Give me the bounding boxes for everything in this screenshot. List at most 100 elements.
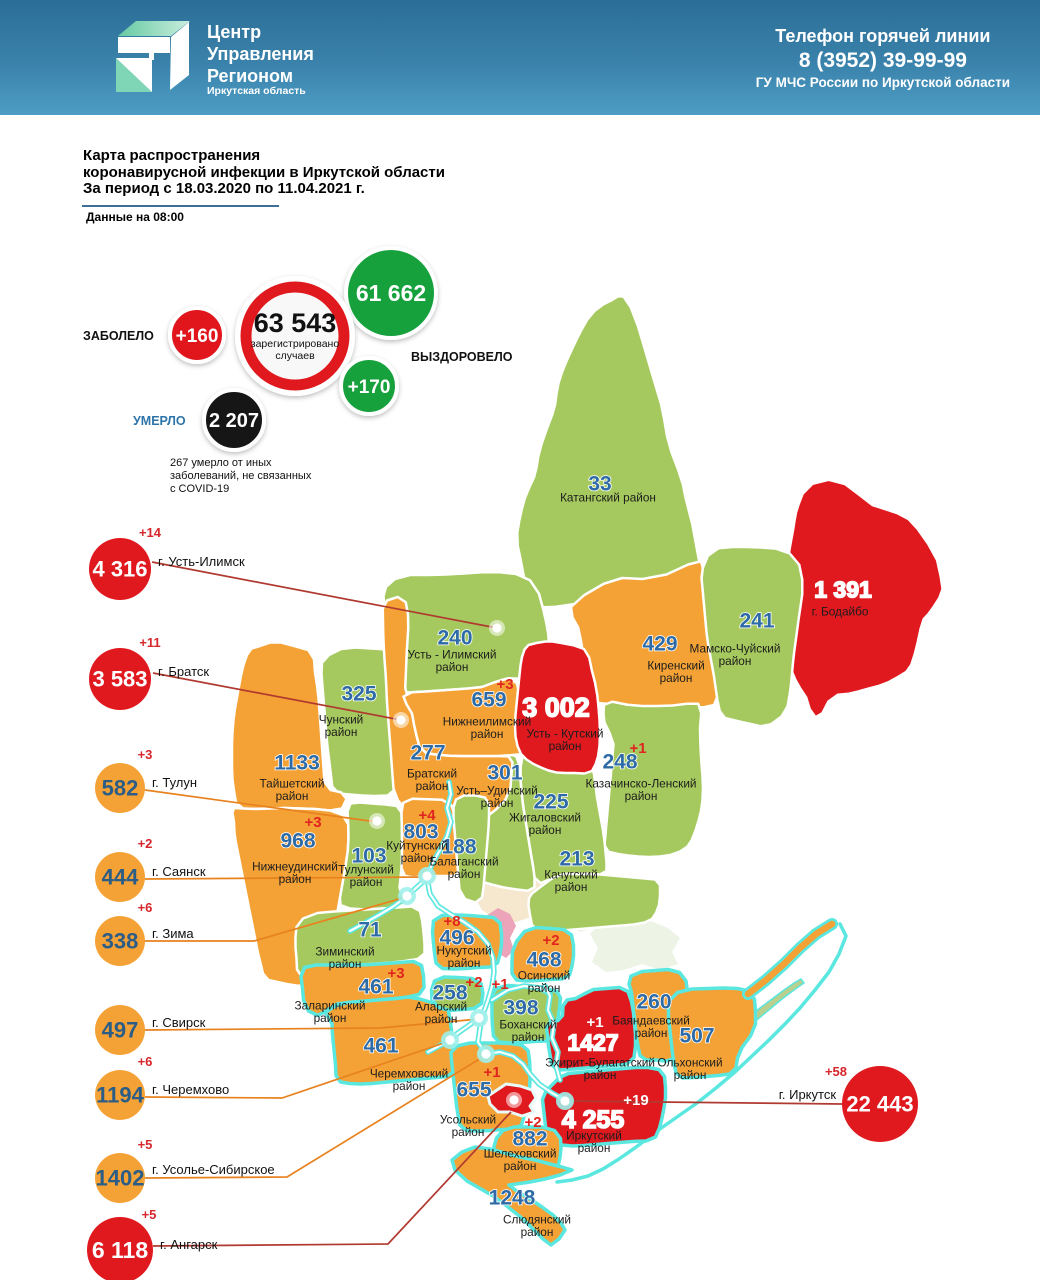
svg-text:г. Бодайбо: г. Бодайбо [812, 605, 869, 619]
svg-text:район: район [512, 1030, 545, 1044]
svg-text:район: район [448, 867, 481, 881]
svg-text:+6: +6 [138, 900, 153, 915]
svg-text:район: район [448, 956, 481, 970]
svg-text:Мамско-Чуйский: Мамско-Чуйский [690, 642, 781, 656]
svg-text:+58: +58 [825, 1064, 847, 1079]
svg-text:Жигаловский: Жигаловский [509, 811, 581, 825]
svg-text:22 443: 22 443 [846, 1091, 913, 1116]
svg-text:61 662: 61 662 [356, 280, 426, 306]
svg-text:Боханский: Боханский [499, 1018, 556, 1032]
svg-text:+3: +3 [304, 814, 321, 831]
svg-text:Катангский район: Катангский район [560, 491, 656, 505]
svg-text:Черемховский: Черемховский [370, 1067, 448, 1081]
svg-text:с COVID-19: с COVID-19 [170, 483, 229, 495]
svg-text:г. Ангарск: г. Ангарск [160, 1237, 218, 1252]
svg-text:Баяндаевский: Баяндаевский [612, 1014, 690, 1028]
svg-text:район: район [314, 1011, 347, 1025]
svg-text:Эхирит-Булагатский: Эхирит-Булагатский [545, 1056, 655, 1070]
svg-text:заболеваний, не связанных: заболеваний, не связанных [170, 470, 312, 482]
svg-text:1427: 1427 [567, 1029, 618, 1055]
svg-text:+1: +1 [491, 976, 508, 993]
svg-text:г. Братск: г. Братск [158, 664, 209, 679]
svg-text:Усольский: Усольский [440, 1113, 496, 1127]
svg-text:г. Саянск: г. Саянск [152, 864, 206, 879]
svg-text:район: район [416, 779, 449, 793]
svg-text:г. Усолье-Сибирское: г. Усолье-Сибирское [152, 1162, 275, 1177]
svg-text:507: 507 [679, 1025, 714, 1048]
svg-text:+4: +4 [418, 807, 436, 824]
svg-text:338: 338 [102, 928, 139, 953]
svg-text:+5: +5 [138, 1137, 153, 1152]
svg-text:район: район [276, 789, 309, 803]
svg-text:882: 882 [512, 1128, 547, 1151]
svg-text:район: район [578, 1141, 611, 1155]
svg-text:301: 301 [487, 762, 522, 785]
svg-text:ВЫЗДОРОВЕЛО: ВЫЗДОРОВЕЛО [411, 350, 513, 364]
svg-text:Нукутский: Нукутский [436, 944, 491, 958]
svg-text:659: 659 [471, 689, 506, 712]
svg-text:случаев: случаев [275, 350, 315, 362]
svg-text:Слюдянский: Слюдянский [503, 1213, 571, 1227]
svg-text:г. Усть-Илимск: г. Усть-Илимск [158, 554, 245, 569]
svg-text:г. Зима: г. Зима [152, 926, 194, 941]
svg-text:район: район [521, 1225, 554, 1239]
svg-text:Нижнеудинский: Нижнеудинский [252, 860, 338, 874]
svg-text:225: 225 [533, 791, 568, 814]
svg-text:968: 968 [280, 830, 315, 853]
svg-text:Усть - Кутский: Усть - Кутский [527, 727, 604, 741]
svg-text:г. Свирск: г. Свирск [152, 1015, 206, 1030]
svg-text:+170: +170 [348, 377, 391, 398]
svg-text:УМЕРЛО: УМЕРЛО [133, 414, 186, 428]
svg-text:4 255: 4 255 [562, 1106, 625, 1134]
svg-text:г. Иркутск: г. Иркутск [779, 1087, 837, 1102]
svg-text:+3: +3 [138, 747, 153, 762]
svg-text:103: 103 [351, 845, 386, 868]
svg-text:район: район [471, 727, 504, 741]
svg-text:Куйтунский: Куйтунский [386, 839, 448, 853]
svg-text:6 118: 6 118 [92, 1237, 148, 1263]
svg-text:+2: +2 [542, 932, 559, 949]
svg-text:+1: +1 [483, 1064, 500, 1081]
svg-text:241: 241 [739, 610, 774, 633]
svg-text:461: 461 [363, 1035, 398, 1058]
svg-text:4 316: 4 316 [92, 556, 147, 581]
svg-text:ЗАБОЛЕЛО: ЗАБОЛЕЛО [83, 329, 154, 343]
svg-text:Усть–Удинский: Усть–Удинский [456, 784, 538, 798]
svg-text:+5: +5 [142, 1207, 157, 1222]
svg-text:Шелеховский: Шелеховский [484, 1147, 557, 1161]
svg-text:325: 325 [341, 683, 376, 706]
svg-text:зарегистрировано: зарегистрировано [251, 338, 340, 350]
svg-text:Иркутский: Иркутский [566, 1129, 622, 1143]
svg-text:468: 468 [526, 949, 561, 972]
svg-text:1133: 1133 [274, 752, 320, 775]
svg-text:Усть - Илимский: Усть - Илимский [408, 648, 497, 662]
svg-text:461: 461 [358, 976, 393, 999]
svg-text:3 583: 3 583 [92, 666, 147, 691]
svg-text:+19: +19 [623, 1092, 648, 1109]
svg-text:Нижнеилимский: Нижнеилимский [443, 715, 532, 729]
svg-text:+2: +2 [465, 974, 482, 991]
svg-text:район: район [452, 1125, 485, 1139]
svg-text:Чунский: Чунский [319, 713, 364, 727]
svg-text:+11: +11 [139, 635, 160, 650]
svg-text:+2: +2 [138, 836, 153, 851]
svg-text:район: район [350, 875, 383, 889]
svg-text:+8: +8 [443, 913, 460, 930]
svg-text:188: 188 [441, 836, 476, 859]
svg-text:1194: 1194 [96, 1082, 144, 1107]
svg-text:496: 496 [439, 927, 474, 950]
svg-text:3 002: 3 002 [522, 693, 590, 723]
svg-text:район: район [674, 1068, 707, 1082]
svg-text:398: 398 [503, 997, 538, 1020]
svg-text:район: район [481, 796, 514, 810]
svg-text:277: 277 [410, 742, 445, 765]
svg-text:582: 582 [102, 775, 139, 800]
svg-text:+3: +3 [496, 676, 513, 693]
svg-text:район: район [325, 725, 358, 739]
svg-text:Балаганский: Балаганский [429, 855, 498, 869]
svg-text:+2: +2 [524, 1114, 541, 1131]
svg-text:район: район [719, 654, 752, 668]
svg-text:240: 240 [437, 627, 472, 650]
svg-text:267 умерло от иных: 267 умерло от иных [170, 457, 272, 469]
svg-text:1402: 1402 [96, 1165, 145, 1190]
